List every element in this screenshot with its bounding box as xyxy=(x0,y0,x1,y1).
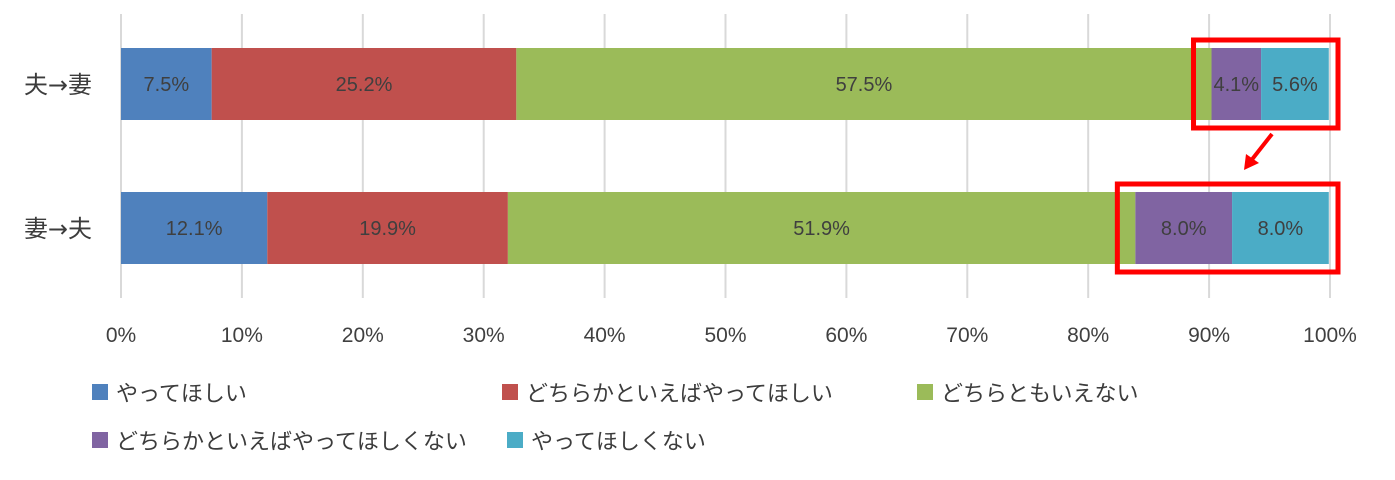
highlight-box xyxy=(1191,37,1341,131)
x-tick-label: 40% xyxy=(584,324,626,347)
legend-item: どちらかといえばやってほしくない xyxy=(92,424,507,456)
data-label: 8.0% xyxy=(1258,218,1304,240)
legend-row-1: やってほしい どちらかといえばやってほしい どちらともいえない xyxy=(92,372,1192,412)
x-tick-label: 30% xyxy=(463,324,505,347)
data-label: 12.1% xyxy=(166,218,223,240)
stacked-bar-chart: 7.5% 25.2% 57.5% 4.1% 5.6% 12.1% 19.9% 51.9% 8.0… xyxy=(24,14,1357,347)
data-label: 5.6% xyxy=(1272,74,1318,96)
legend-swatch xyxy=(502,384,518,400)
legend-item: やってほしい xyxy=(92,376,502,408)
x-tick-label: 80% xyxy=(1067,324,1109,347)
bar-segment xyxy=(516,48,1212,120)
category-label: 妻→夫 xyxy=(24,215,92,243)
x-tick-label: 50% xyxy=(704,324,746,347)
category-labels: 夫→妻妻→夫 xyxy=(24,71,92,243)
x-tick-label: 70% xyxy=(946,324,988,347)
legend-swatch xyxy=(92,384,108,400)
x-tick-label: 100% xyxy=(1303,324,1357,347)
legend-row-2: どちらかといえばやってほしくない やってほしくない xyxy=(92,420,1192,460)
legend-swatch xyxy=(917,384,933,400)
x-tick-label: 20% xyxy=(342,324,384,347)
data-label: 8.0% xyxy=(1161,218,1207,240)
highlight-annotations xyxy=(1114,37,1341,275)
bar-segment xyxy=(507,192,1136,264)
bar-segment xyxy=(211,48,517,120)
legend-label: どちらかといえばやってほしくない xyxy=(116,430,467,455)
legend-label: やってほしい xyxy=(116,382,247,407)
arrow-head xyxy=(1244,154,1259,170)
legend-item: やってほしくない xyxy=(507,424,706,456)
x-tick-label: 60% xyxy=(825,324,867,347)
highlight-box xyxy=(1114,181,1341,275)
data-label: 4.1% xyxy=(1214,74,1260,96)
bar-segment xyxy=(121,48,212,120)
legend-swatch xyxy=(507,432,523,448)
bar-segment xyxy=(121,192,268,264)
legend-swatch xyxy=(92,432,108,448)
bar-segment xyxy=(1261,48,1329,120)
legend: やってほしい どちらかといえばやってほしい どちらともいえない どちらかといえば… xyxy=(92,372,1192,478)
data-label: 57.5% xyxy=(836,74,893,96)
x-tick-label: 90% xyxy=(1188,324,1230,347)
legend-item: どちらともいえない xyxy=(917,376,1139,408)
x-tick-label: 0% xyxy=(106,324,136,347)
bar-segment xyxy=(1211,48,1262,120)
legend-label: どちらかといえばやってほしい xyxy=(526,382,833,407)
highlight-arrow xyxy=(1248,132,1274,164)
bar-segment xyxy=(267,192,508,264)
legend-item: どちらかといえばやってほしい xyxy=(502,376,917,408)
bar-segment xyxy=(1232,192,1329,264)
x-axis-ticks: 0% 10% 20% 30% 40% 50% 60% 70% 80% 90% 100% xyxy=(106,324,1357,347)
data-label: 25.2% xyxy=(336,74,393,96)
data-label: 51.9% xyxy=(793,218,850,240)
bars: 7.5% 25.2% 57.5% 4.1% 5.6% 12.1% 19.9% 51.9% 8.0… xyxy=(121,48,1329,264)
bar-segment xyxy=(1135,192,1233,264)
x-tick-label: 10% xyxy=(221,324,263,347)
legend-label: どちらともいえない xyxy=(941,382,1139,407)
data-label: 7.5% xyxy=(144,74,190,96)
legend-label: やってほしくない xyxy=(531,430,706,455)
category-label: 夫→妻 xyxy=(24,71,92,99)
data-label: 19.9% xyxy=(359,218,416,240)
